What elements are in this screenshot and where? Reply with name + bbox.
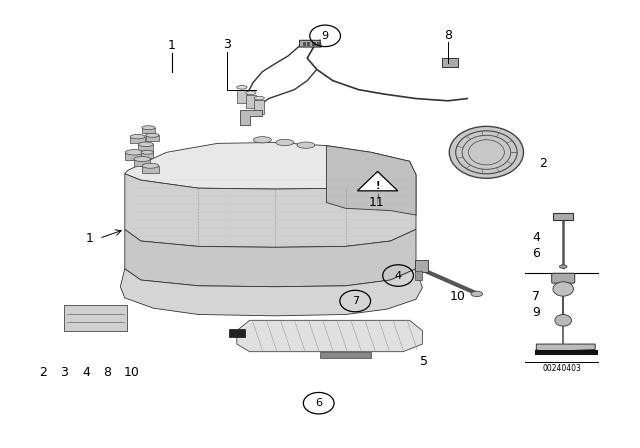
Text: 8: 8 — [444, 29, 452, 43]
Text: 4: 4 — [532, 231, 540, 244]
Text: 10: 10 — [450, 290, 465, 303]
Ellipse shape — [559, 265, 567, 268]
Polygon shape — [442, 58, 458, 67]
Text: 7: 7 — [532, 290, 540, 303]
Text: 2: 2 — [40, 366, 47, 379]
Text: 00240403: 00240403 — [542, 364, 581, 373]
Bar — [146, 135, 159, 141]
Bar — [141, 152, 154, 158]
Polygon shape — [536, 344, 595, 352]
Bar — [415, 260, 428, 272]
Text: !: ! — [375, 181, 380, 191]
Ellipse shape — [134, 156, 150, 161]
Text: 4: 4 — [394, 271, 402, 280]
Ellipse shape — [138, 142, 154, 146]
Bar — [246, 95, 256, 108]
Bar — [535, 350, 598, 355]
Bar — [134, 159, 150, 166]
Text: 1: 1 — [168, 39, 175, 52]
Circle shape — [555, 314, 572, 326]
Bar — [317, 42, 320, 46]
Text: 2: 2 — [539, 157, 547, 170]
Bar — [553, 213, 573, 220]
Ellipse shape — [253, 137, 271, 143]
Polygon shape — [300, 40, 321, 47]
Text: 9: 9 — [321, 31, 329, 41]
Polygon shape — [237, 320, 422, 352]
Bar — [303, 42, 306, 46]
Text: 3: 3 — [60, 366, 68, 379]
Bar — [254, 100, 264, 114]
Ellipse shape — [141, 151, 154, 154]
Polygon shape — [240, 110, 262, 125]
Polygon shape — [64, 305, 127, 331]
Bar — [142, 166, 159, 173]
Ellipse shape — [297, 142, 315, 148]
Text: 9: 9 — [532, 306, 540, 319]
Polygon shape — [125, 142, 416, 189]
Bar — [125, 152, 143, 160]
Bar — [229, 329, 245, 337]
FancyBboxPatch shape — [552, 273, 575, 283]
Bar — [237, 90, 247, 103]
Ellipse shape — [246, 91, 256, 95]
Ellipse shape — [125, 150, 143, 155]
Polygon shape — [125, 229, 416, 287]
Bar — [130, 137, 145, 143]
Text: 7: 7 — [351, 296, 359, 306]
Text: 11: 11 — [369, 196, 384, 209]
Text: 10: 10 — [124, 366, 139, 379]
Ellipse shape — [146, 134, 159, 137]
Bar — [142, 128, 155, 134]
Text: 3: 3 — [223, 38, 231, 52]
Polygon shape — [357, 172, 398, 191]
Text: 5: 5 — [420, 355, 428, 369]
Ellipse shape — [130, 134, 145, 139]
Text: 1: 1 — [86, 232, 93, 245]
Polygon shape — [326, 146, 416, 215]
Text: 4: 4 — [83, 366, 90, 379]
Bar — [312, 42, 316, 46]
Polygon shape — [125, 174, 416, 247]
Circle shape — [553, 282, 573, 296]
Polygon shape — [120, 269, 422, 316]
Text: 6: 6 — [532, 246, 540, 260]
Ellipse shape — [142, 164, 159, 168]
Ellipse shape — [276, 139, 294, 146]
Text: 6: 6 — [316, 398, 322, 408]
Bar — [415, 271, 422, 280]
Ellipse shape — [254, 96, 264, 100]
Bar — [138, 144, 154, 151]
Ellipse shape — [142, 126, 155, 129]
Bar — [320, 352, 371, 358]
Bar — [307, 42, 310, 46]
Text: 8: 8 — [104, 366, 111, 379]
Ellipse shape — [471, 291, 483, 297]
Circle shape — [449, 126, 524, 178]
Ellipse shape — [237, 86, 247, 89]
